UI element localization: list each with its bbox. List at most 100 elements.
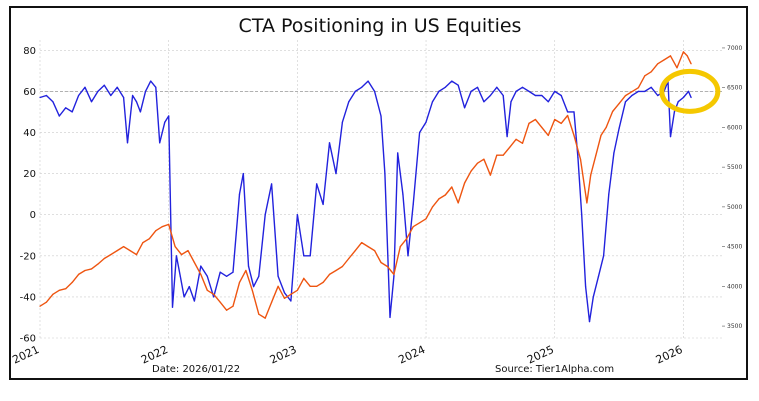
data-point-cta-positioning [374, 90, 376, 92]
data-point-us-equity-index [296, 289, 298, 291]
data-point-cta-positioning [271, 183, 273, 185]
data-point-us-equity-index [631, 91, 633, 93]
data-point-cta-positioning [175, 255, 177, 257]
x-tick-label: 2024 [396, 343, 427, 367]
data-point-cta-positioning [253, 286, 255, 288]
data-point-cta-positioning [506, 136, 508, 138]
data-point-cta-positioning [637, 90, 640, 92]
data-point-cta-positioning [258, 275, 260, 277]
data-point-us-equity-index [444, 194, 446, 196]
data-point-cta-positioning [78, 94, 80, 97]
data-point-us-equity-index [354, 250, 356, 252]
data-point-cta-positioning [123, 96, 125, 99]
data-point-us-equity-index [129, 250, 131, 252]
data-point-us-equity-index [58, 289, 60, 291]
data-point-cta-positioning [90, 101, 93, 103]
highlight-layer [659, 68, 721, 114]
data-point-us-equity-index [476, 162, 479, 164]
data-point-cta-positioning [71, 111, 73, 113]
data-point-cta-positioning [341, 121, 343, 123]
data-point-us-equity-index [547, 134, 549, 136]
data-point-us-equity-index [103, 257, 105, 260]
data-point-us-equity-index [110, 254, 112, 256]
data-point-us-equity-index [579, 158, 582, 160]
footer-source: Source: Tier1Alpha.com [495, 364, 614, 375]
data-point-us-equity-index [663, 59, 665, 61]
data-point-cta-positioning [226, 275, 228, 277]
data-point-us-equity-index [78, 273, 80, 275]
data-point-us-equity-index [168, 223, 170, 225]
data-point-cta-positioning [348, 101, 350, 103]
data-point-us-equity-index [283, 297, 286, 299]
x-tick-label: 2022 [139, 343, 170, 367]
data-point-cta-positioning [97, 90, 99, 92]
data-point-cta-positioning [219, 271, 221, 273]
data-point-cta-positioning [242, 173, 244, 175]
data-point-cta-positioning [682, 96, 685, 99]
y-right-tick-label: 4500 [727, 244, 742, 251]
data-point-us-equity-index [496, 154, 498, 156]
series-layer [39, 51, 692, 323]
data-point-cta-positioning [193, 300, 195, 302]
data-point-cta-positioning [238, 193, 241, 195]
data-point-us-equity-index [637, 87, 640, 89]
data-point-us-equity-index [419, 222, 421, 224]
data-point-us-equity-index [328, 273, 331, 275]
data-point-cta-positioning [577, 156, 579, 158]
data-point-cta-positioning [560, 94, 562, 97]
data-point-cta-positioning [335, 173, 337, 175]
data-point-us-equity-index [39, 305, 41, 307]
data-point-us-equity-index [605, 126, 607, 128]
data-point-us-equity-index [135, 254, 138, 256]
data-point-us-equity-index [657, 63, 659, 65]
data-point-cta-positioning [361, 86, 363, 88]
y-left-tick-label: -60 [20, 334, 36, 345]
data-point-us-equity-index [71, 281, 73, 283]
data-point-cta-positioning [309, 255, 311, 257]
data-point-cta-positioning [384, 173, 386, 175]
data-point-cta-positioning [103, 84, 105, 86]
data-point-us-equity-index [431, 206, 434, 208]
data-point-us-equity-index [425, 218, 427, 220]
data-point-cta-positioning [155, 86, 157, 88]
data-point-us-equity-index [618, 103, 620, 105]
data-point-us-equity-index [386, 265, 388, 268]
data-point-us-equity-index [322, 281, 324, 283]
data-point-cta-positioning [483, 101, 485, 103]
data-point-us-equity-index [226, 309, 228, 311]
data-point-cta-positioning [624, 101, 627, 103]
data-point-cta-positioning [425, 121, 427, 123]
data-point-cta-positioning [45, 94, 48, 97]
data-point-us-equity-index [264, 317, 266, 319]
data-point-us-equity-index [489, 174, 491, 176]
data-point-cta-positioning [457, 84, 459, 86]
y-left-tick-label: 60 [23, 87, 36, 98]
data-point-us-equity-index [52, 293, 54, 295]
data-point-cta-positioning [206, 275, 208, 277]
data-point-cta-positioning [283, 292, 286, 294]
data-point-cta-positioning [126, 142, 129, 144]
data-point-us-equity-index [97, 263, 99, 265]
data-point-cta-positioning [58, 115, 60, 117]
data-point-us-equity-index [554, 118, 556, 121]
data-point-cta-positioning [132, 94, 134, 97]
data-point-us-equity-index [399, 246, 401, 248]
x-tick-label: 2026 [654, 343, 685, 367]
data-point-us-equity-index [483, 158, 485, 160]
y-left-tick-label: 0 [30, 210, 36, 221]
data-point-cta-positioning [354, 90, 356, 92]
data-point-us-equity-index [644, 75, 646, 77]
chart-frame [9, 6, 748, 380]
y-right-tick-label: 5500 [727, 164, 742, 171]
data-point-cta-positioning [585, 286, 587, 288]
data-point-us-equity-index [586, 202, 588, 204]
data-point-cta-positioning [296, 214, 298, 216]
data-point-cta-positioning [168, 115, 170, 117]
data-point-us-equity-index [84, 269, 86, 272]
data-point-us-equity-index [515, 138, 517, 140]
data-point-cta-positioning [631, 94, 633, 97]
data-point-cta-positioning [489, 94, 491, 97]
data-point-cta-positioning [110, 94, 112, 97]
data-point-cta-positioning [393, 275, 395, 277]
footer-date: Date: 2026/01/22 [152, 364, 240, 375]
